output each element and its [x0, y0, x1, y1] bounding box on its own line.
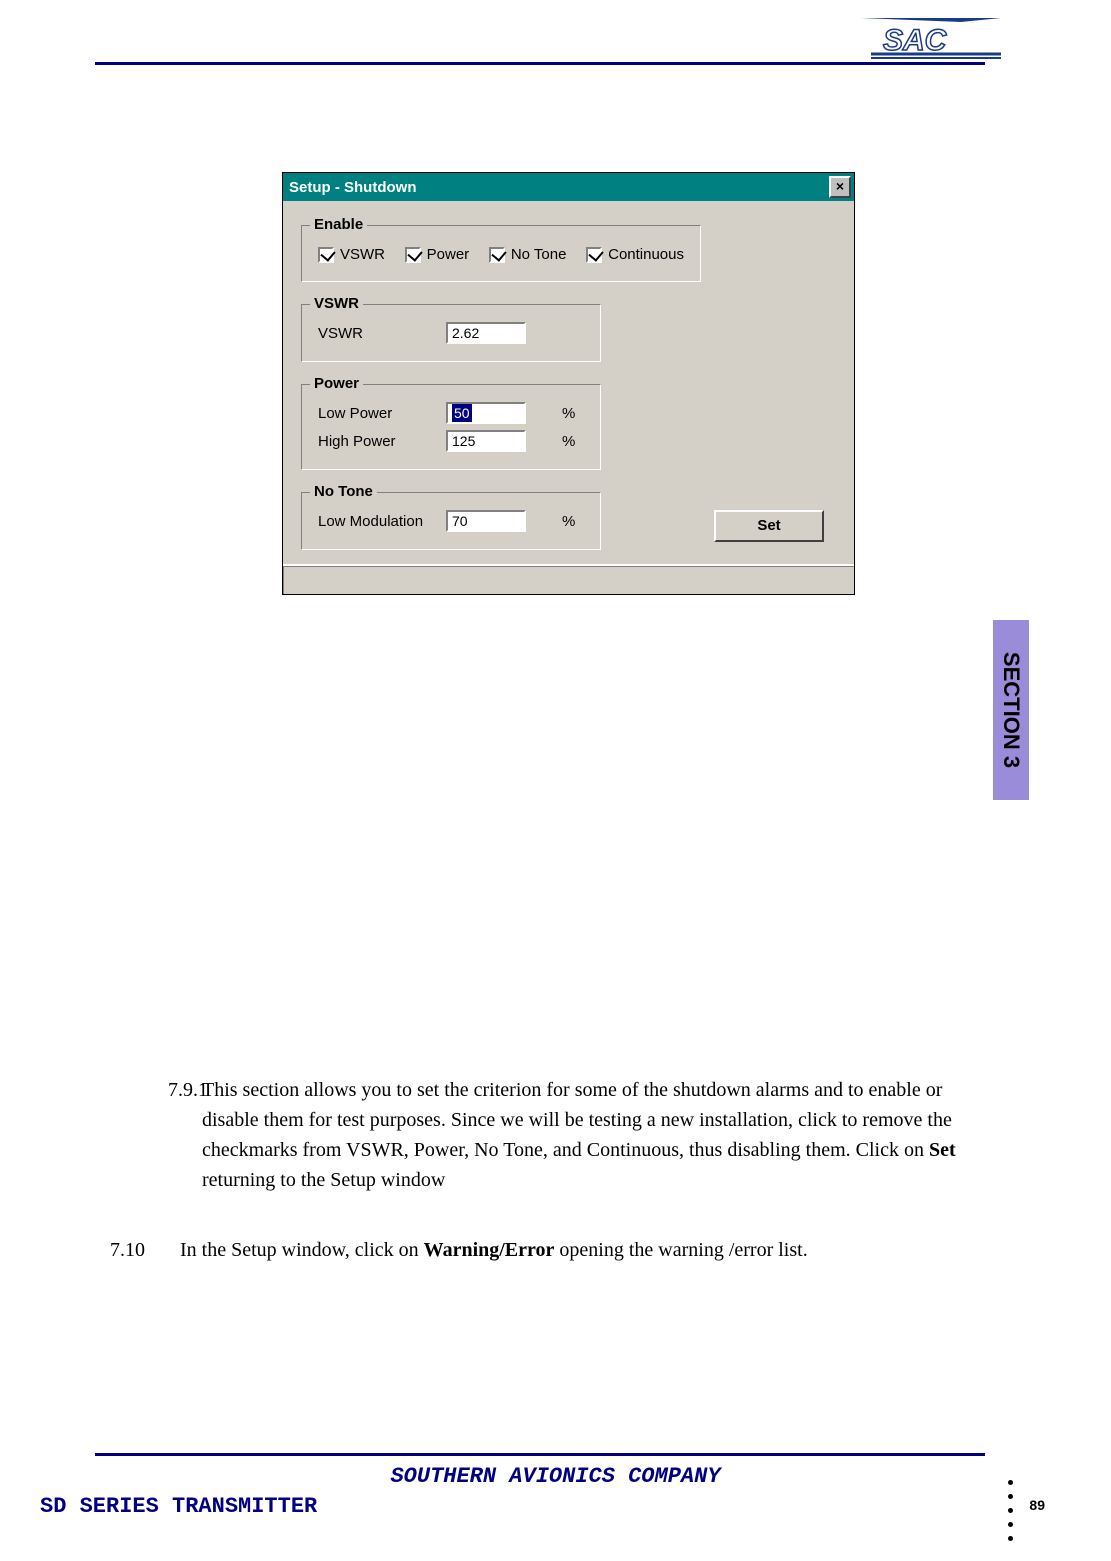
group-vswr-legend: VSWR	[310, 295, 363, 312]
group-notone: No Tone Low Modulation 70 %	[301, 492, 601, 550]
set-button[interactable]: Set	[714, 510, 824, 542]
group-power-legend: Power	[310, 375, 363, 392]
high-power-input[interactable]: 125	[446, 430, 526, 452]
footer-rule	[95, 1453, 985, 1456]
high-power-value: 125	[452, 433, 475, 449]
close-button[interactable]: ×	[829, 176, 851, 198]
footer-product: SD SERIES TRANSMITTER	[40, 1494, 317, 1519]
low-power-label: Low Power	[318, 405, 438, 422]
group-power: Power Low Power 50 % High Power 125 %	[301, 384, 601, 470]
check-icon	[405, 247, 421, 263]
check-icon	[586, 247, 602, 263]
group-enable-legend: Enable	[310, 216, 367, 233]
logo-sac: SAC	[851, 10, 1051, 60]
dialog-titlebar: Setup - Shutdown ×	[283, 173, 854, 201]
page-number: 89	[1029, 1497, 1045, 1513]
status-bar	[283, 564, 854, 594]
low-mod-label: Low Modulation	[318, 513, 438, 530]
low-power-unit: %	[562, 405, 575, 422]
checkbox-continuous-label: Continuous	[608, 246, 684, 263]
group-enable: Enable VSWR Power No Tone	[301, 225, 701, 282]
header-rule	[95, 62, 985, 65]
group-notone-legend: No Tone	[310, 483, 377, 500]
para-text-7-9-1: This section allows you to set the crite…	[190, 1075, 980, 1195]
para-num-7-10: 7.10	[110, 1235, 168, 1265]
high-power-unit: %	[562, 433, 575, 450]
dialog-body: Enable VSWR Power No Tone	[283, 201, 854, 594]
checkbox-power-label: Power	[427, 246, 470, 263]
group-vswr: VSWR VSWR 2.62	[301, 304, 601, 362]
checkbox-notone-label: No Tone	[511, 246, 567, 263]
svg-text:SAC: SAC	[883, 24, 948, 57]
setup-shutdown-dialog: Setup - Shutdown × Enable VSWR Power	[282, 172, 855, 595]
section-tab: SECTION 3	[993, 620, 1029, 800]
high-power-label: High Power	[318, 433, 438, 450]
vswr-input[interactable]: 2.62	[446, 322, 526, 344]
low-mod-value: 70	[452, 513, 468, 529]
checkbox-power[interactable]: Power	[405, 246, 470, 263]
check-icon	[489, 247, 505, 263]
low-power-value: 50	[452, 404, 472, 422]
low-mod-input[interactable]: 70	[446, 510, 526, 532]
low-mod-unit: %	[562, 513, 575, 530]
vswr-label: VSWR	[318, 325, 438, 342]
check-icon	[318, 247, 334, 263]
checkbox-notone[interactable]: No Tone	[489, 246, 567, 263]
para-text-7-10: In the Setup window, click on Warning/Er…	[168, 1235, 980, 1265]
paragraph-7-10: 7.10 In the Setup window, click on Warni…	[110, 1235, 980, 1265]
footer-company: SOUTHERN AVIONICS COMPANY	[0, 1464, 1111, 1489]
checkbox-vswr-label: VSWR	[340, 246, 385, 263]
checkbox-vswr[interactable]: VSWR	[318, 246, 385, 263]
vswr-value: 2.62	[452, 325, 479, 341]
checkbox-continuous[interactable]: Continuous	[586, 246, 684, 263]
page: SAC Setup - Shutdown × Enable VSWR	[0, 0, 1111, 1561]
para-num-7-9-1: 7.9.1	[110, 1075, 190, 1195]
dialog-title: Setup - Shutdown	[289, 179, 416, 196]
low-power-input[interactable]: 50	[446, 402, 526, 424]
section-tab-label: SECTION 3	[998, 652, 1024, 768]
paragraph-7-9-1: 7.9.1 This section allows you to set the…	[110, 1075, 980, 1195]
footer-dots-icon	[1008, 1480, 1013, 1541]
